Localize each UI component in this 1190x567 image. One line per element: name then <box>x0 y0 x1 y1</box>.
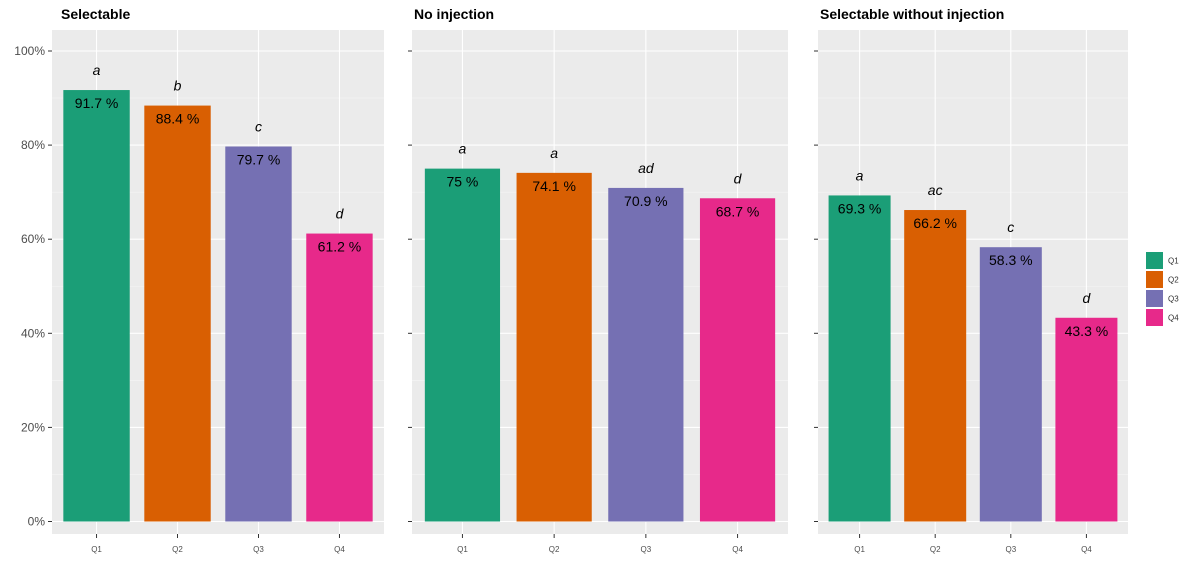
x-tick-label: Q4 <box>732 545 743 554</box>
bar-value-label: 70.9 % <box>624 193 668 209</box>
x-tick-label: Q3 <box>641 545 652 554</box>
bar-q2 <box>144 105 211 522</box>
bar-q1 <box>424 168 501 522</box>
legend-label: Q3 <box>1168 295 1179 304</box>
x-tick-label: Q3 <box>253 545 264 554</box>
bar-q3 <box>225 146 292 522</box>
bar-q4 <box>699 198 776 522</box>
bar-value-label: 75 % <box>446 174 478 190</box>
x-tick-label: Q1 <box>854 545 865 554</box>
panel-title: Selectable <box>61 6 130 22</box>
significance-letter: d <box>734 170 743 186</box>
bar-value-label: 88.4 % <box>156 111 200 127</box>
legend-key-q2 <box>1146 271 1163 288</box>
x-tick-label: Q2 <box>930 545 941 554</box>
bar-value-label: 66.2 % <box>913 215 957 231</box>
bar-q2 <box>904 210 967 522</box>
legend-key-q3 <box>1146 290 1163 307</box>
y-tick-label: 60% <box>21 232 45 246</box>
x-tick-label: Q2 <box>549 545 560 554</box>
legend-key-q4 <box>1146 309 1163 326</box>
y-tick-label: 20% <box>21 420 45 434</box>
x-tick-label: Q4 <box>1081 545 1092 554</box>
bar-value-label: 79.7 % <box>237 152 281 168</box>
y-tick-label: 100% <box>14 44 45 58</box>
significance-letter: a <box>459 141 467 157</box>
significance-letter: b <box>174 78 182 94</box>
bar-q3 <box>608 187 684 522</box>
x-tick-label: Q3 <box>1005 545 1016 554</box>
x-tick-label: Q2 <box>172 545 183 554</box>
x-tick-label: Q1 <box>91 545 102 554</box>
bar-q2 <box>516 172 592 522</box>
x-tick-label: Q1 <box>457 545 468 554</box>
legend-label: Q1 <box>1168 257 1179 266</box>
y-tick-label: 0% <box>28 515 46 529</box>
significance-letter: c <box>255 119 262 135</box>
legend-key-q1 <box>1146 252 1163 269</box>
bar-q1 <box>828 195 891 522</box>
significance-letter: ac <box>928 182 943 198</box>
bar-value-label: 68.7 % <box>716 203 760 219</box>
bar-value-label: 43.3 % <box>1065 323 1109 339</box>
bar-q1 <box>63 90 130 522</box>
panel-title: Selectable without injection <box>820 6 1004 22</box>
significance-letter: ad <box>638 160 655 176</box>
bar-value-label: 58.3 % <box>989 252 1033 268</box>
y-tick-label: 40% <box>21 326 45 340</box>
significance-letter: d <box>336 206 345 222</box>
bar-q4 <box>1055 317 1118 522</box>
legend-label: Q4 <box>1168 314 1179 323</box>
bar-value-label: 61.2 % <box>318 239 362 255</box>
significance-letter: a <box>856 167 864 183</box>
significance-letter: a <box>550 145 558 161</box>
panel-title: No injection <box>414 6 494 22</box>
y-tick-label: 80% <box>21 138 45 152</box>
significance-letter: a <box>93 62 101 78</box>
legend-label: Q2 <box>1168 276 1179 285</box>
bar-q4 <box>306 233 373 522</box>
bar-q3 <box>979 247 1042 522</box>
significance-letter: d <box>1083 290 1092 306</box>
x-tick-label: Q4 <box>334 545 345 554</box>
bar-value-label: 91.7 % <box>75 95 119 111</box>
significance-letter: c <box>1007 219 1014 235</box>
bar-value-label: 74.1 % <box>532 178 576 194</box>
bar-value-label: 69.3 % <box>838 200 882 216</box>
